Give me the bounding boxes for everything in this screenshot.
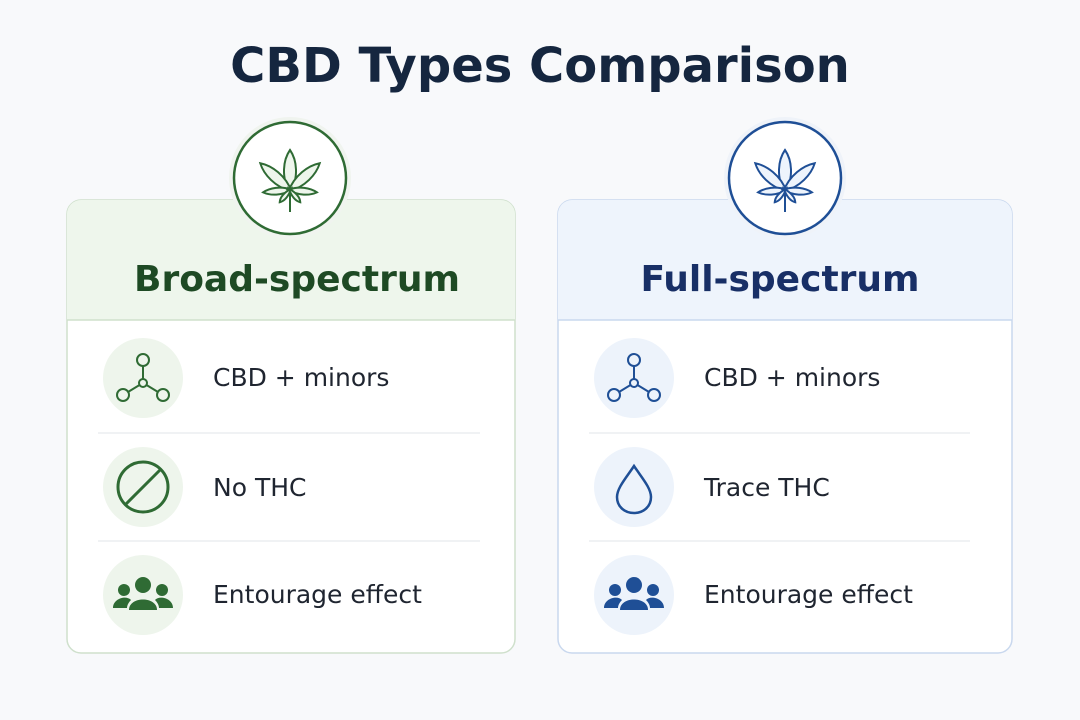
icon-bg — [594, 555, 674, 635]
item-label: Entourage effect — [213, 580, 422, 609]
item-label: No THC — [213, 473, 306, 502]
no-icon — [116, 460, 170, 514]
card-header-bg — [67, 200, 515, 320]
card-header-bg — [558, 200, 1012, 320]
drop-icon — [615, 463, 653, 515]
card-title: Broad-spectrum — [134, 259, 460, 300]
item-label: Trace THC — [703, 473, 830, 502]
item-label: CBD + minors — [704, 363, 880, 392]
icon-bg — [103, 555, 183, 635]
icon-bg — [594, 447, 674, 527]
card-title: Full-spectrum — [640, 259, 919, 300]
title: CBD Types Comparison — [230, 38, 850, 94]
card-broad: Broad-spectrum CBD + minors No THC Entou… — [66, 117, 516, 654]
no-icon-slash — [123, 467, 163, 507]
item-label: CBD + minors — [213, 363, 389, 392]
card-full: Full-spectrum CBD + minors Trace THC Ent… — [557, 117, 1013, 654]
item-label: Entourage effect — [704, 580, 913, 609]
